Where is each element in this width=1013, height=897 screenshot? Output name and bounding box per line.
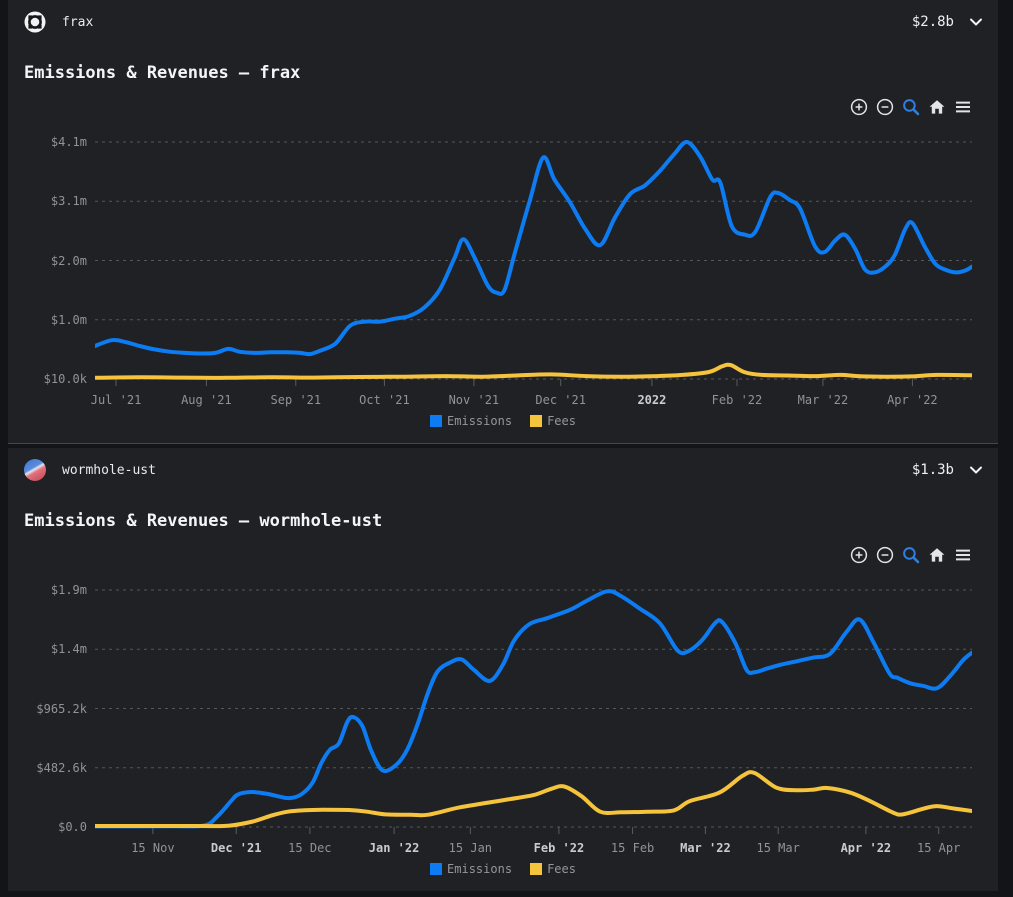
wormhole-logo-icon [24,459,46,481]
x-axis-label: Mar '22 [797,393,849,407]
box-zoom-icon[interactable] [902,546,920,564]
chart-legend: Emissions Fees [8,411,998,431]
emissions-revenues-chart: $1.9m $1.4m $965.2k $482.6k $0.0 15 Nov Dec '… [8,580,998,879]
legend-item-emissions[interactable]: Emissions [430,414,512,428]
chart-legend: Emissions Fees [8,859,998,879]
asset-value-dropdown[interactable]: $2.8b [912,14,984,30]
x-axis-label: Nov '21 [448,393,500,407]
chevron-down-icon[interactable] [968,14,984,30]
chart-title: Emissions & Revenues — wormhole-ust [24,511,383,531]
legend-item-fees[interactable]: Fees [530,862,576,876]
x-axis-label: Dec '21 [535,393,586,407]
x-axis-label: 15 Apr [916,841,961,855]
asset-value-dropdown[interactable]: $1.3b [912,462,984,478]
reset-home-icon[interactable] [928,98,946,116]
menu-icon[interactable] [954,546,972,564]
y-axis: $4.1m $3.1m $2.0m $1.0m $10.0k [8,132,95,389]
x-axis-label: Feb '22 [533,841,585,855]
x-axis-label: 15 Dec [288,841,332,855]
fees-line [95,770,972,829]
reset-home-icon[interactable] [928,546,946,564]
zoom-out-icon[interactable] [876,546,894,564]
x-axis-label: Mar '22 [680,841,731,855]
plot-area[interactable] [95,580,972,837]
frax-logo-icon [24,11,46,33]
box-zoom-icon[interactable] [902,98,920,116]
y-axis-label: $1.9m [50,583,87,597]
x-axis-label: 15 Mar [756,841,800,855]
menu-icon[interactable] [954,98,972,116]
zoom-in-icon[interactable] [850,546,868,564]
y-axis-label: $0.0 [58,820,87,834]
panel-frax: frax $2.8b Emissions & Revenues — frax [8,0,998,444]
chart-toolbar [8,532,998,564]
x-axis-label: Dec '21 [210,841,262,855]
x-axis: Jul '21 Aug '21 Sep '21 Oct '21 Nov '21 Dec '… [91,389,972,411]
y-axis: $1.9m $1.4m $965.2k $482.6k $0.0 [8,580,95,837]
x-axis-label: Jan '22 [368,841,420,855]
x-axis-label: Apr '22 [840,841,892,855]
x-axis-label: Oct '21 [359,393,410,407]
x-axis-label: 15 Jan [448,841,493,855]
x-axis-label: 15 Nov [131,841,175,855]
y-axis-label: $965.2k [36,701,87,716]
legend-label: Fees [547,862,576,876]
legend-swatch-icon [430,863,443,875]
y-axis-label: $3.1m [50,194,87,209]
asset-value: $2.8b [911,14,954,30]
panel-header[interactable]: wormhole-ust $1.3b [8,448,998,492]
panel-header[interactable]: frax $2.8b [8,0,998,44]
emissions-line [95,589,972,829]
legend-swatch-icon [530,863,543,875]
legend-label: Emissions [447,862,513,876]
x-axis-label: Feb '22 [711,393,763,407]
panel-wormhole-ust: wormhole-ust $1.3b Emissions & Revenues … [8,448,998,891]
emissions-line [95,140,972,357]
x-axis: 15 Nov Dec '21 15 Dec Jan '22 15 Jan Feb '22 1… [95,837,972,859]
y-axis-label: $10.0k [43,372,87,386]
x-axis-label: Aug '21 [181,393,232,407]
legend-swatch-icon [530,415,543,427]
y-axis-label: $4.1m [50,135,87,149]
zoom-out-icon[interactable] [876,98,894,116]
y-axis-label: $1.4m [50,642,87,657]
fees-line [95,362,972,380]
legend-label: Fees [547,414,576,428]
chart-title: Emissions & Revenues — frax [24,63,301,83]
chevron-down-icon[interactable] [968,462,984,478]
x-axis-label: Jul '21 [90,393,142,407]
x-axis-label: 15 Feb [610,841,655,855]
legend-item-emissions[interactable]: Emissions [430,862,512,876]
y-axis-label: $2.0m [50,253,87,268]
y-axis-label: $1.0m [50,312,87,327]
asset-name: frax [62,14,94,30]
chart-toolbar [8,84,998,116]
x-axis-label: 2022 [637,393,667,407]
legend-swatch-icon [430,415,443,427]
legend-item-fees[interactable]: Fees [530,414,576,428]
asset-name: wormhole-ust [62,462,156,478]
emissions-revenues-chart: $4.1m $3.1m $2.0m $1.0m $10.0k Jul '21 Aug '2… [8,132,998,431]
zoom-in-icon[interactable] [850,98,868,116]
asset-value: $1.3b [911,462,954,478]
plot-area[interactable] [95,132,972,389]
legend-label: Emissions [447,414,513,428]
x-axis-label: Apr '22 [887,393,938,407]
y-axis-label: $482.6k [36,760,87,775]
page: frax $2.8b Emissions & Revenues — frax [8,0,998,891]
x-axis-label: Sep '21 [270,393,322,407]
